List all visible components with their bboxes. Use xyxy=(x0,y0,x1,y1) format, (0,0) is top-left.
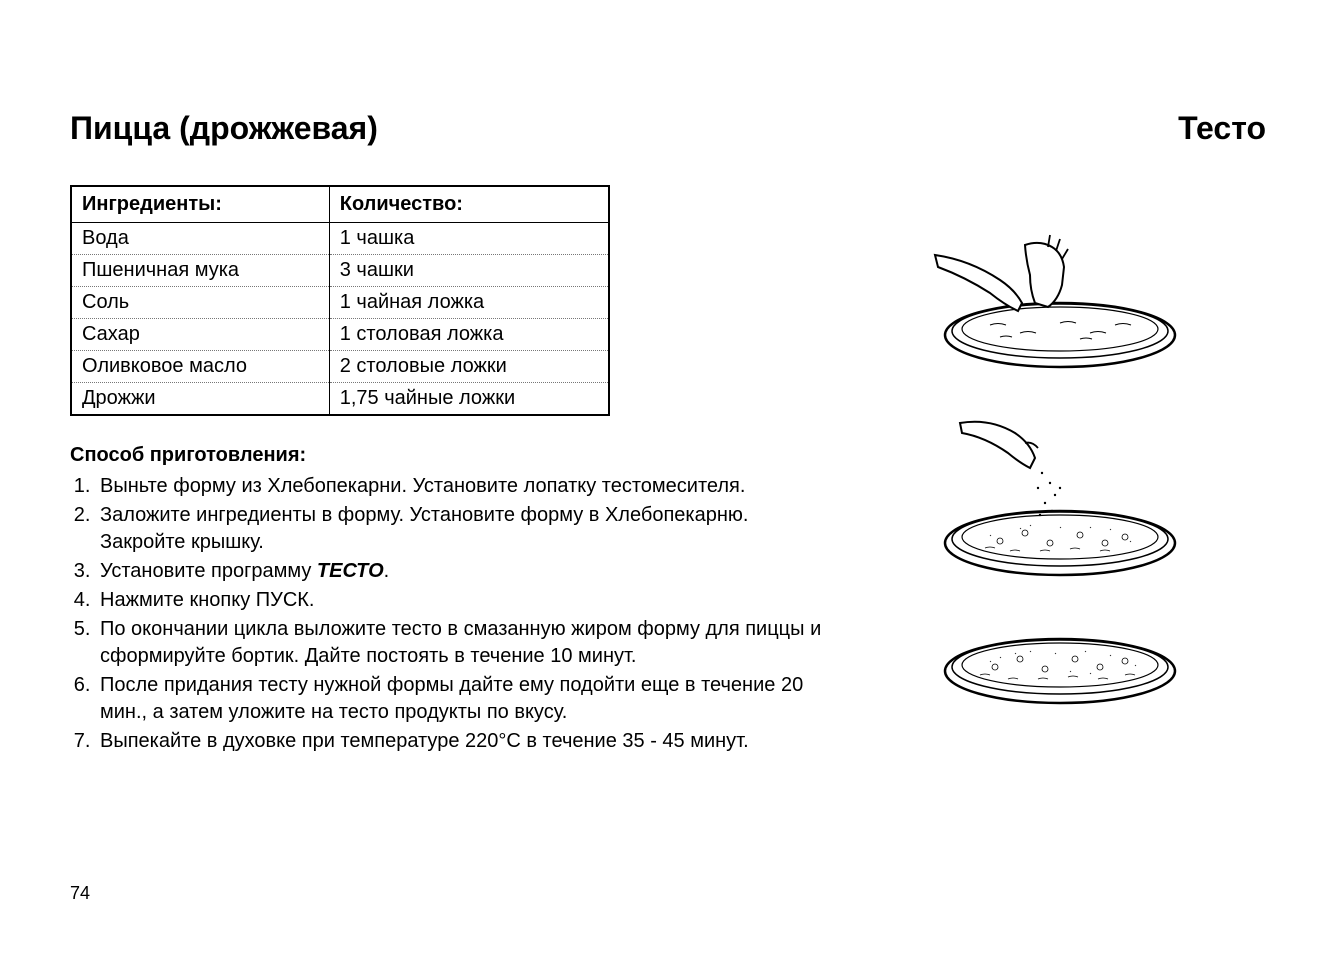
cell-ingredient: Сахар xyxy=(71,319,329,351)
ingredients-table: Ингредиенты: Количество: Вода 1 чашка Пш… xyxy=(70,185,610,416)
left-column: Ингредиенты: Количество: Вода 1 чашка Пш… xyxy=(70,110,830,757)
cell-quantity: 1 чашка xyxy=(329,223,609,255)
steps-list: Выньте форму из Хлебопекарни. Установите… xyxy=(70,473,830,755)
step-item: Заложите ингредиенты в форму. Установите… xyxy=(96,502,830,556)
category-title: Тесто xyxy=(1178,110,1266,147)
step-item: Нажмите кнопку ПУСК. xyxy=(96,587,830,614)
cell-ingredient: Оливковое масло xyxy=(71,351,329,383)
cell-quantity: 1 чайная ложка xyxy=(329,287,609,319)
header-quantity: Количество: xyxy=(329,186,609,223)
illustration-finished-pizza xyxy=(930,601,1190,721)
cell-ingredient: Вода xyxy=(71,223,329,255)
table-row: Сахар 1 столовая ложка xyxy=(71,319,609,351)
cell-ingredient: Соль xyxy=(71,287,329,319)
right-column xyxy=(890,110,1230,757)
table-row: Пшеничная мука 3 чашки xyxy=(71,255,609,287)
table-row: Вода 1 чашка xyxy=(71,223,609,255)
step-text: Установите программу xyxy=(100,560,317,582)
table-header-row: Ингредиенты: Количество: xyxy=(71,186,609,223)
table-row: Соль 1 чайная ложка xyxy=(71,287,609,319)
step-item: После придания тесту нужной формы дайте … xyxy=(96,672,830,726)
step-item: Установите программу ТЕСТО. xyxy=(96,558,830,585)
step-item: Выпекайте в духовке при температуре 220°… xyxy=(96,728,830,755)
cell-quantity: 1,75 чайные ложки xyxy=(329,383,609,416)
cell-ingredient: Пшеничная мука xyxy=(71,255,329,287)
program-name: ТЕСТО xyxy=(317,560,384,582)
cell-ingredient: Дрожжи xyxy=(71,383,329,416)
cell-quantity: 1 столовая ложка xyxy=(329,319,609,351)
table-row: Дрожжи 1,75 чайные ложки xyxy=(71,383,609,416)
recipe-title: Пицца (дрожжевая) xyxy=(70,110,378,147)
cell-quantity: 3 чашки xyxy=(329,255,609,287)
illustration-spread-dough xyxy=(930,185,1190,375)
method-heading: Способ приготовления: xyxy=(70,444,830,467)
header-ingredient: Ингредиенты: xyxy=(71,186,329,223)
step-item: По окончании цикла выложите тесто в смаз… xyxy=(96,616,830,670)
cell-quantity: 2 столовые ложки xyxy=(329,351,609,383)
step-item: Выньте форму из Хлебопекарни. Установите… xyxy=(96,473,830,500)
step-text: . xyxy=(384,560,390,582)
illustration-sprinkle-toppings xyxy=(930,393,1190,583)
illustrations xyxy=(930,185,1190,721)
table-row: Оливковое масло 2 столовые ложки xyxy=(71,351,609,383)
page-number: 74 xyxy=(70,883,90,904)
